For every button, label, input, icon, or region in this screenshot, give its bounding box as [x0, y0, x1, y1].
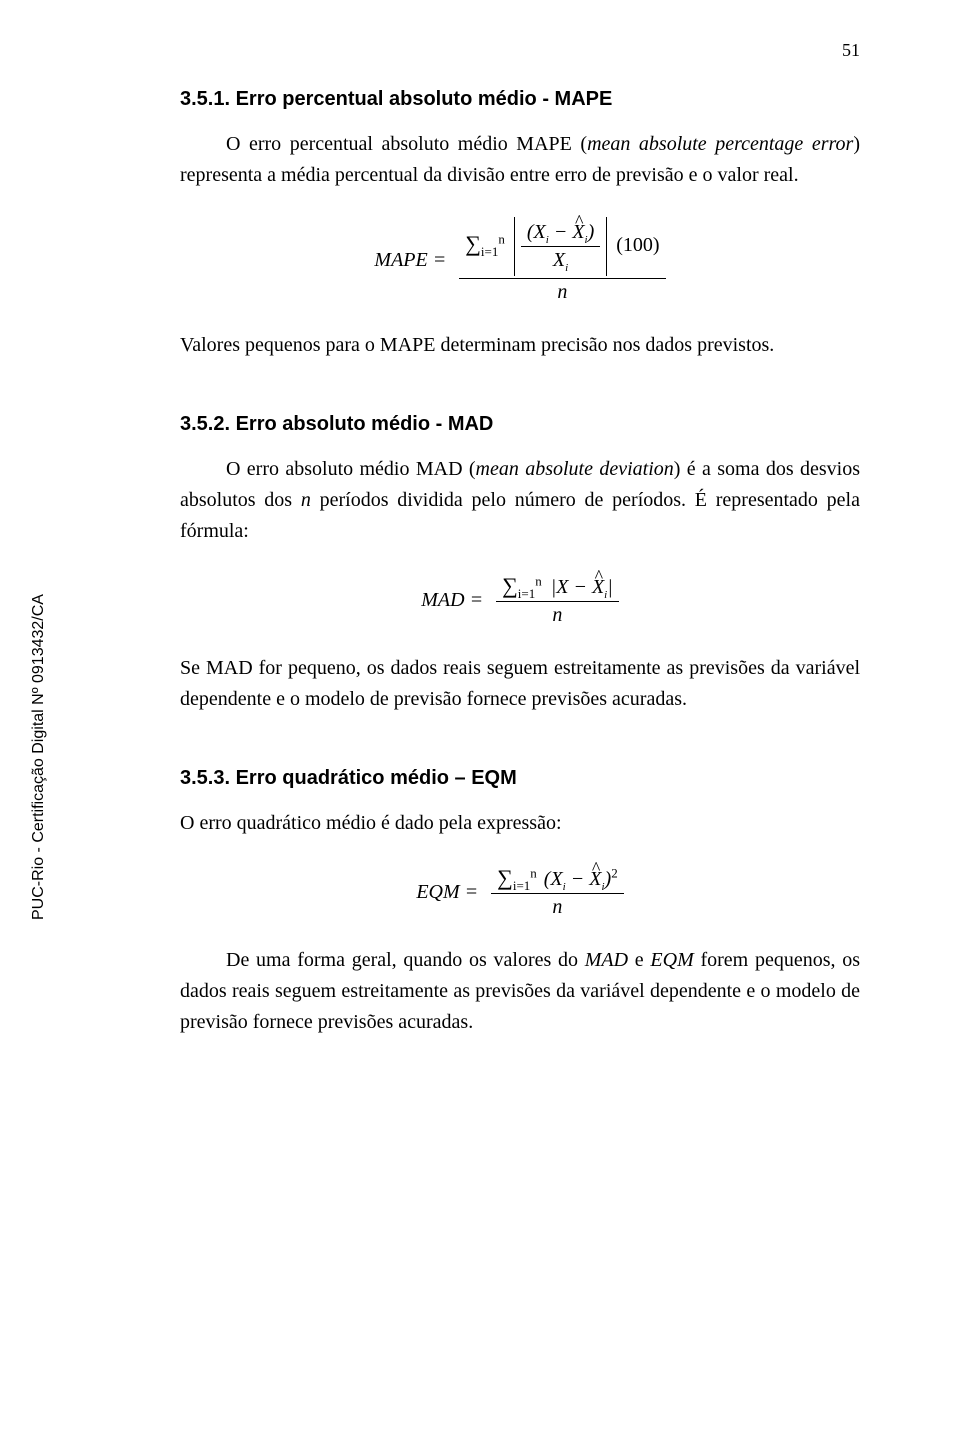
- section-title-352: 3.5.2. Erro absoluto médio - MAD: [180, 413, 860, 436]
- formula-mape-lhs: MAPE =: [374, 249, 446, 272]
- mad-sum-upper: n: [535, 573, 542, 588]
- formula-mape-den: n: [459, 279, 665, 306]
- formula-mad-den: n: [496, 602, 619, 629]
- formula-eqm-den: n: [491, 894, 624, 921]
- paragraph-352: O erro absoluto médio MAD (mean absolute…: [180, 454, 860, 547]
- page-number: 51: [842, 40, 860, 61]
- mad-sum-lower: i=1: [518, 586, 535, 601]
- paragraph-351: O erro percentual absoluto médio MAPE (m…: [180, 129, 860, 191]
- sum-lower: i=1: [481, 244, 498, 259]
- mult-100: (100): [616, 234, 659, 256]
- formula-mape: MAPE = ∑i=1n (Xi − Xi) Xi (100) n: [180, 215, 860, 306]
- formula-mad-lhs: MAD =: [421, 589, 483, 612]
- paragraph-351-after: Valores pequenos para o MAPE determinam …: [180, 330, 860, 361]
- formula-eqm: EQM = ∑i=1n (Xi − Xi)2 n: [180, 863, 860, 921]
- eqm-sum-upper: n: [530, 865, 537, 880]
- document-page: 51 PUC-Rio - Certificação Digital Nº 091…: [0, 0, 960, 1436]
- eqm-power: 2: [611, 865, 618, 880]
- paragraph-353: O erro quadrático médio é dado pela expr…: [180, 808, 860, 839]
- eqm-sum-lower: i=1: [513, 878, 530, 893]
- sum-upper: n: [498, 231, 505, 246]
- paragraph-352-after: Se MAD for pequeno, os dados reais segue…: [180, 653, 860, 715]
- formula-eqm-lhs: EQM =: [416, 881, 478, 904]
- formula-mad: MAD = ∑i=1n |X − Xi| n: [180, 571, 860, 629]
- paragraph-353-after: De uma forma geral, quando os valores do…: [180, 945, 860, 1038]
- section-title-351: 3.5.1. Erro percentual absoluto médio - …: [180, 88, 860, 111]
- certification-label: PUC-Rio - Certificação Digital Nº 091343…: [30, 594, 48, 920]
- section-title-353: 3.5.3. Erro quadrático médio – EQM: [180, 767, 860, 790]
